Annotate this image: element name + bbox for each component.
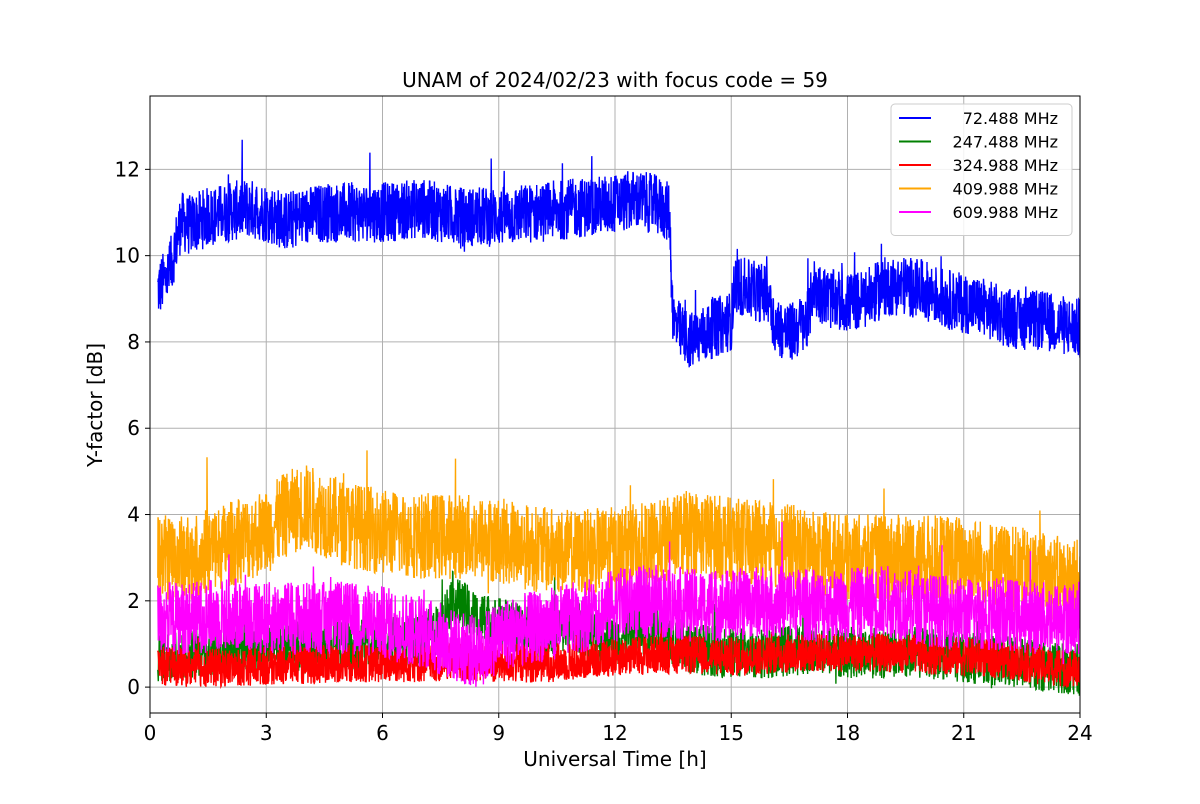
x-tick-label: 21: [951, 721, 976, 745]
y-axis-label: Y-factor [dB]: [83, 343, 107, 468]
series-line-1: [157, 139, 1080, 368]
y-tick-label: 10: [115, 244, 140, 268]
x-tick-label: 15: [719, 721, 744, 745]
y-tick-label: 4: [127, 503, 140, 527]
x-tick-label: 9: [492, 721, 505, 745]
legend-label-2: 247.488 MHz: [953, 133, 1058, 152]
x-axis-label: Universal Time [h]: [523, 747, 706, 771]
series-line-2: [157, 570, 1080, 696]
x-tick-label: 6: [376, 721, 389, 745]
legend-label-5: 609.988 MHz: [953, 203, 1058, 222]
legend-label-1: 72.488 MHz: [963, 109, 1058, 128]
series-line-4: [157, 450, 1080, 624]
x-tick-label: 18: [835, 721, 860, 745]
legend-label-4: 409.988 MHz: [953, 180, 1058, 199]
x-tick-label: 12: [602, 721, 627, 745]
legend-box: [890, 103, 1073, 236]
chart-title: UNAM of 2024/02/23 with focus code = 59: [402, 68, 828, 92]
y-tick-label: 0: [127, 675, 140, 699]
y-tick-label: 8: [127, 330, 140, 354]
y-tick-label: 6: [127, 416, 140, 440]
y-tick-label: 12: [115, 157, 140, 181]
legend: 72.488 MHz 247.488 MHz 324.988 MHz 409.988 …: [890, 103, 1073, 236]
y-tick-label: 2: [127, 589, 140, 613]
series-line-5: [157, 521, 1080, 687]
series-layer: [157, 139, 1080, 696]
x-tick-label: 24: [1067, 721, 1092, 745]
x-tick-label: 3: [260, 721, 273, 745]
x-tick-label: 0: [144, 721, 157, 745]
series-line-3: [157, 627, 1080, 690]
legend-label-3: 324.988 MHz: [953, 156, 1058, 175]
